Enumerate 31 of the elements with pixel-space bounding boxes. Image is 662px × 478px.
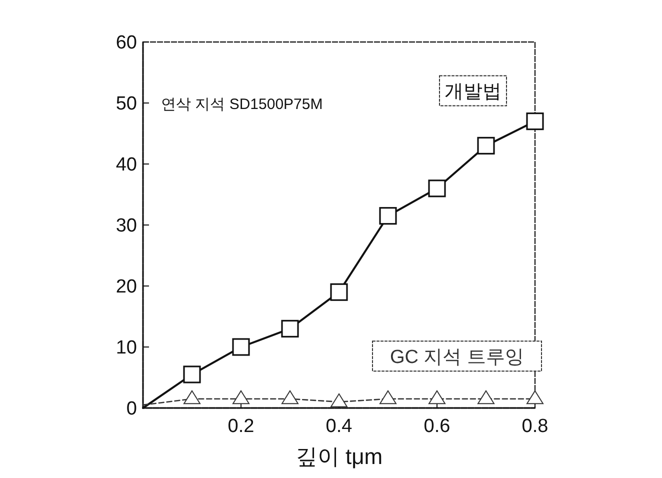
y-tick-label: 0 [126, 398, 137, 420]
point [478, 390, 494, 404]
x-tick-label: 0.2 [228, 416, 254, 437]
y-tick-label: 10 [116, 338, 137, 359]
point [428, 390, 446, 404]
point [526, 112, 544, 130]
y-tick-label: 30 [116, 216, 137, 237]
point [379, 207, 397, 225]
y-tick-label: 50 [116, 94, 137, 115]
point [282, 390, 298, 404]
x-tick-label: 0.6 [424, 416, 450, 437]
point [380, 390, 396, 404]
x-tick-label: 0.8 [522, 416, 548, 437]
point [526, 390, 544, 404]
point [232, 338, 250, 356]
point [477, 136, 495, 154]
y-tick-label: 40 [116, 154, 137, 176]
point [232, 390, 250, 404]
series-label: GC 지석 트루잉 [390, 346, 524, 368]
point [330, 283, 348, 301]
series-label: 개발법 [444, 81, 502, 102]
x-tick-label: 0.4 [326, 416, 353, 437]
y-tick-label: 20 [116, 276, 137, 298]
point [428, 180, 446, 198]
point [183, 366, 201, 384]
x-axis-title: 깊이 tμm [295, 444, 383, 469]
point [184, 390, 200, 404]
point [281, 320, 299, 338]
annotation: 연삭 지석 SD1500P75M [161, 96, 323, 114]
point [330, 393, 348, 408]
y-tick-label: 60 [116, 32, 137, 54]
